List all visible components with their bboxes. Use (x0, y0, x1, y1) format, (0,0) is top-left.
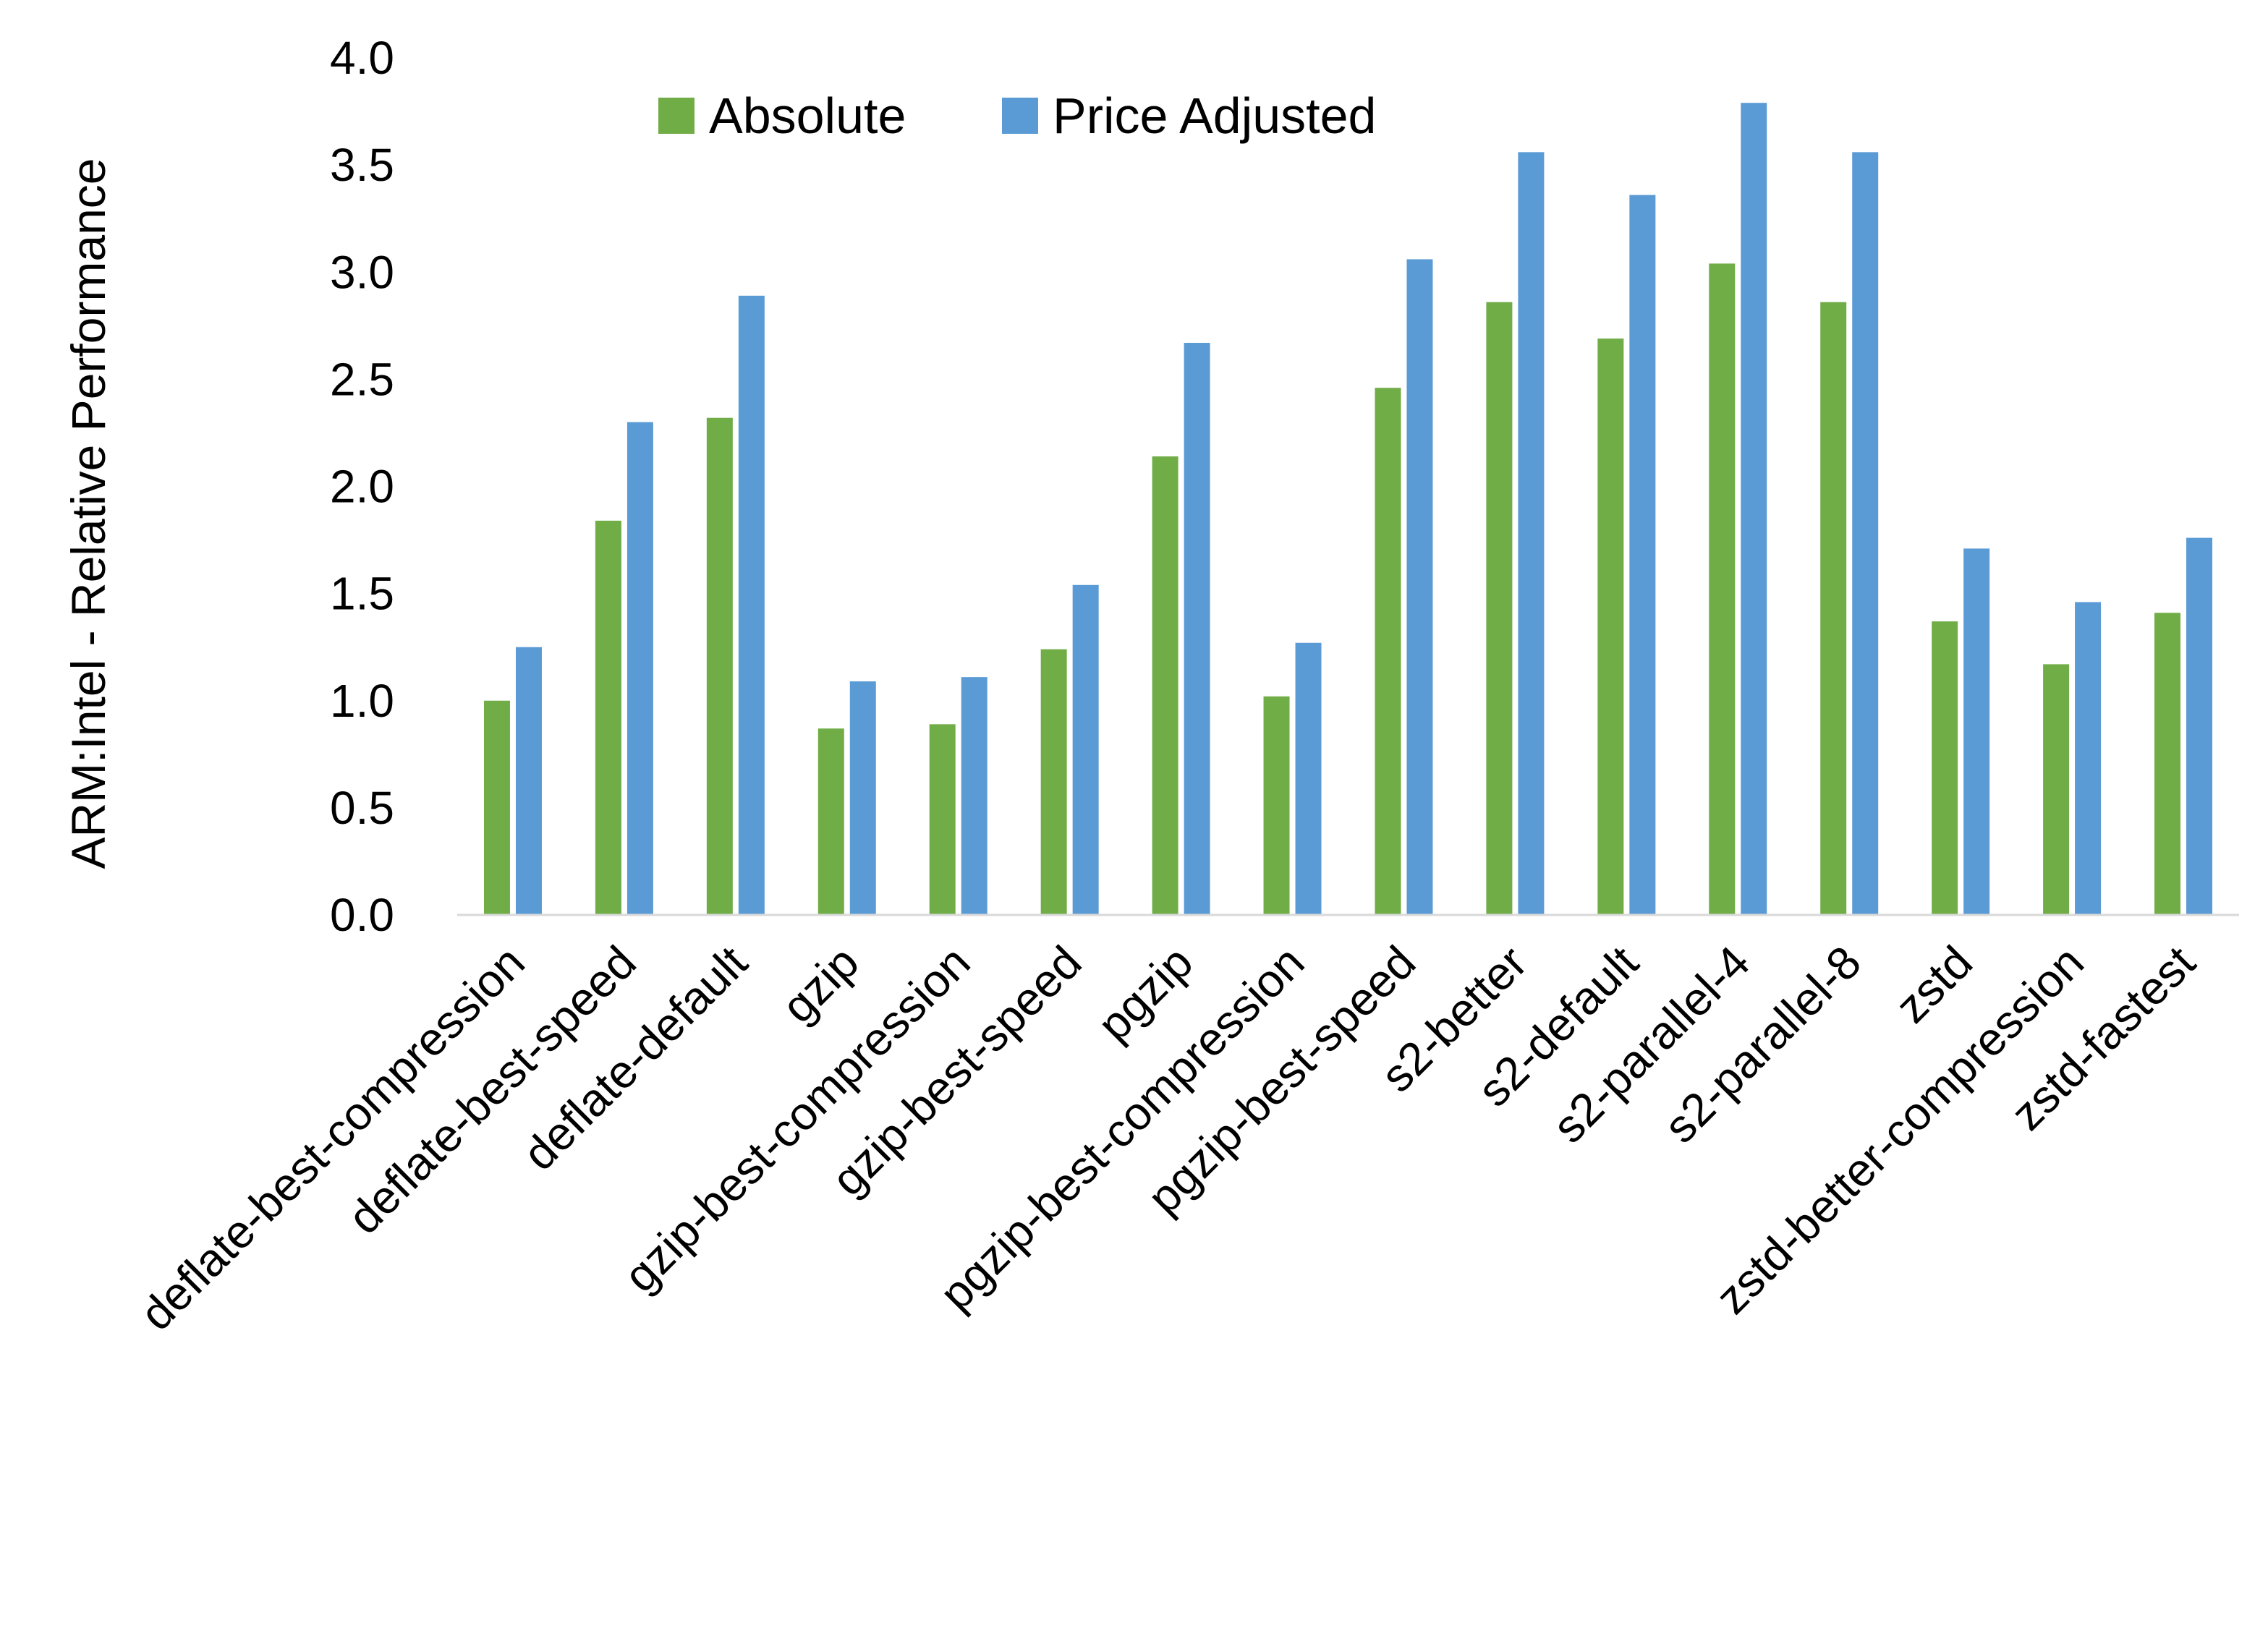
bar-absolute-pgzip-best-speed (1375, 388, 1401, 915)
bar-price-adjusted-gzip-best-speed (1072, 584, 1099, 915)
bar-absolute-gzip (817, 728, 844, 915)
bar-absolute-pgzip-best-compression (1263, 696, 1290, 915)
legend: Absolute Price Adjusted (658, 88, 1376, 144)
bar-price-adjusted-zstd (1963, 548, 1990, 915)
bar-absolute-s2-default (1597, 338, 1624, 915)
bar-absolute-deflate-default (706, 417, 733, 915)
legend-label: Absolute (709, 88, 906, 144)
bar-absolute-gzip-best-speed (1040, 649, 1067, 915)
bar-absolute-s2-better (1486, 302, 1513, 916)
bar-price-adjusted-pgzip-best-speed (1406, 259, 1433, 916)
y-axis-ticks: 0.0 0.5 1.0 1.5 2.0 2.5 3.0 3.5 4.0 (330, 32, 394, 941)
bar-absolute-zstd-better-compression (2043, 664, 2070, 915)
bar-price-adjusted-s2-better (1518, 152, 1545, 916)
y-tick-label: 4.0 (330, 32, 394, 84)
y-tick-label: 1.0 (330, 675, 394, 727)
bar-absolute-zstd (1932, 621, 1958, 915)
y-tick-label: 3.5 (330, 139, 394, 191)
bar-absolute-zstd-fastest (2154, 613, 2181, 915)
bar-price-adjusted-pgzip (1184, 343, 1210, 915)
x-tick-label: zstd (1885, 936, 1982, 1033)
bar-price-adjusted-deflate-best-speed (627, 422, 653, 915)
bar-absolute-pgzip (1152, 456, 1178, 915)
y-axis-title: ARM:Intel - Relative Performance (61, 158, 115, 869)
y-tick-label: 2.5 (330, 353, 394, 405)
bar-price-adjusted-s2-parallel-8 (1852, 152, 1879, 916)
bar-price-adjusted-s2-default (1629, 195, 1656, 916)
legend-swatch (658, 98, 695, 134)
y-tick-label: 1.5 (330, 568, 394, 620)
bar-price-adjusted-zstd-fastest (2186, 537, 2213, 915)
bar-price-adjusted-pgzip-best-compression (1295, 642, 1322, 915)
y-tick-label: 3.0 (330, 246, 394, 298)
bar-price-adjusted-zstd-better-compression (2075, 602, 2102, 915)
bar-absolute-deflate-best-compression (483, 700, 510, 915)
bar-price-adjusted-gzip (849, 681, 876, 915)
bar-price-adjusted-gzip-best-compression (961, 677, 988, 915)
bar-absolute-gzip-best-compression (929, 724, 956, 915)
bar-absolute-s2-parallel-8 (1820, 302, 1847, 916)
bar-price-adjusted-deflate-best-compression (515, 647, 542, 915)
bar-price-adjusted-deflate-default (738, 295, 765, 915)
bar-absolute-deflate-best-speed (595, 520, 621, 915)
legend-label: Price Adjusted (1053, 88, 1376, 144)
y-tick-label: 0.5 (330, 782, 394, 834)
x-tick-label: gzip (772, 936, 869, 1033)
x-axis-labels: deflate-best-compressiondeflate-best-spe… (130, 936, 2205, 1340)
bar-absolute-s2-parallel-4 (1709, 263, 1736, 915)
y-tick-label: 2.0 (330, 461, 394, 513)
legend-swatch (1002, 98, 1038, 134)
bars (483, 103, 2213, 916)
y-tick-label: 0.0 (330, 889, 394, 941)
bar-price-adjusted-s2-parallel-4 (1741, 103, 1767, 915)
